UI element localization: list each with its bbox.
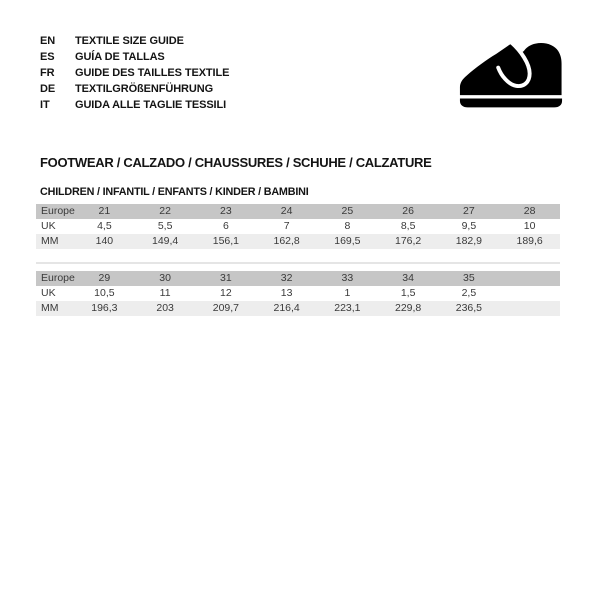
size-value: 28 — [523, 205, 536, 217]
size-value — [499, 301, 560, 316]
size-value: 11 — [159, 287, 171, 299]
language-title: TEXTILGRÖßENFÜHRUNG — [75, 82, 214, 95]
size-value: 169,5 — [334, 235, 361, 247]
size-value: 21 — [98, 205, 111, 217]
size-value: 223,1 — [334, 302, 361, 314]
size-value: 31 — [220, 272, 232, 284]
section-subtitle: CHILDREN / INFANTIL / ENFANTS / KINDER /… — [40, 186, 309, 198]
size-value: 25 — [341, 205, 354, 217]
size-value: 156,1 — [212, 235, 240, 247]
size-table-row: UK 10,5 11 12 13 1 1,5 2,5 — [36, 286, 560, 301]
language-title: TEXTILE SIZE GUIDE — [75, 35, 184, 47]
language-title-list: EN TEXTILE SIZE GUIDE ES GUÍA DE TALLAS … — [40, 34, 229, 114]
row-label: UK — [41, 287, 56, 299]
size-value: 30 — [159, 272, 171, 284]
size-value: 4,5 — [97, 220, 112, 232]
size-value: 182,9 — [455, 235, 483, 247]
language-row: DE TEXTILGRÖßENFÜHRUNG — [40, 82, 229, 98]
language-code: FR — [40, 66, 55, 79]
row-label: MM — [41, 235, 59, 247]
size-value: 24 — [280, 205, 293, 217]
size-value: 12 — [220, 287, 232, 299]
size-value: 33 — [341, 272, 354, 284]
size-value: 22 — [159, 205, 171, 217]
language-title: GUIDE DES TAILLES TEXTILE — [75, 66, 230, 79]
children-size-table-2: Europe 29 30 31 32 33 34 35 UK 10,5 11 12 13 1 1,5 2,5 M… — [36, 271, 560, 316]
language-title: GUÍA DE TALLAS — [75, 50, 165, 63]
size-value: 9,5 — [461, 220, 477, 232]
row-label: UK — [41, 220, 56, 232]
size-value: 8 — [344, 220, 351, 232]
size-value: 26 — [402, 205, 414, 217]
size-value: 13 — [280, 287, 293, 299]
language-code: DE — [40, 82, 56, 95]
size-value: 229,8 — [394, 302, 422, 314]
size-value: 189,6 — [516, 235, 543, 247]
size-value: 23 — [220, 205, 232, 217]
size-value: 216,4 — [273, 302, 300, 314]
size-value: 162,8 — [273, 235, 300, 247]
row-label: Europe — [41, 205, 75, 217]
size-value: 7 — [283, 220, 290, 232]
row-label: MM — [41, 302, 59, 314]
size-table-row: Europe 21 22 23 24 25 26 27 28 — [36, 204, 560, 219]
language-row: ES GUÍA DE TALLAS — [40, 50, 229, 66]
children-size-table-1: Europe 21 22 23 24 25 26 27 28 UK 4,5 5,5 6 7 8 8,5 9,5 1… — [36, 204, 560, 249]
language-title: GUIDA ALLE TAGLIE TESSILI — [75, 98, 227, 111]
size-value: 176,2 — [394, 235, 422, 247]
size-table-row: Europe 29 30 31 32 33 34 35 — [36, 271, 560, 286]
size-value: 140 — [95, 235, 114, 247]
size-value: 209,7 — [212, 302, 240, 314]
size-value — [499, 286, 560, 301]
table-separator — [36, 262, 560, 264]
size-value: 1 — [344, 287, 351, 299]
size-value: 6 — [222, 220, 229, 232]
size-value: 34 — [402, 272, 414, 284]
size-value: 203 — [156, 302, 174, 314]
size-value: 10 — [523, 220, 536, 232]
baby-shoe-icon — [457, 41, 565, 108]
size-table-row: UK 4,5 5,5 6 7 8 8,5 9,5 10 — [36, 219, 560, 234]
language-row: FR GUIDE DES TAILLES TEXTILE — [40, 66, 229, 82]
size-table-row: MM 140 149,4 156,1 162,8 169,5 176,2 182,9 189,6 — [36, 234, 560, 249]
size-value: 196,3 — [91, 302, 118, 314]
language-row: EN TEXTILE SIZE GUIDE — [40, 34, 229, 50]
size-value: 5,5 — [157, 220, 173, 232]
size-value: 149,4 — [151, 235, 179, 247]
size-value: 1,5 — [400, 287, 416, 299]
size-value: 2,5 — [461, 287, 477, 299]
size-value — [499, 271, 560, 286]
row-label: Europe — [41, 272, 75, 284]
size-value: 8,5 — [400, 220, 416, 232]
language-code: ES — [40, 50, 55, 63]
size-value: 236,5 — [455, 302, 483, 314]
language-code: IT — [40, 98, 50, 111]
size-value: 32 — [280, 272, 293, 284]
size-value: 10,5 — [94, 287, 115, 299]
size-value: 29 — [98, 272, 111, 284]
language-row: IT GUIDA ALLE TAGLIE TESSILI — [40, 98, 229, 114]
language-code: EN — [40, 35, 56, 47]
size-value: 35 — [463, 272, 475, 284]
size-value: 27 — [463, 205, 475, 217]
size-table-row: MM 196,3 203 209,7 216,4 223,1 229,8 236,5 — [36, 301, 560, 316]
section-title: FOOTWEAR / CALZADO / CHAUSSURES / SCHUHE… — [40, 155, 432, 170]
